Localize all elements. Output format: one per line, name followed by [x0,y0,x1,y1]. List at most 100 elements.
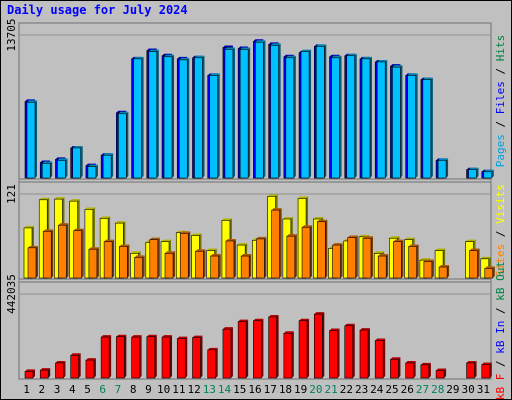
legend-part: / [494,114,507,134]
sites-bar-14-top [225,238,236,241]
x-tick-label-16: 16 [248,383,261,396]
sites-bar-2-top [43,229,54,232]
hits-bar-2-side [50,161,53,178]
sites-bar-10-side [173,251,176,278]
hits-bar-20 [315,46,325,179]
kbf-bar-6 [100,336,110,379]
hits-bar-7 [118,113,127,179]
hits-bar-15 [239,49,249,179]
legend-part: / [494,354,507,374]
sites-bar-4-top [73,228,84,231]
visits-bar-15-top [237,243,248,246]
kbf-bar-4-top [70,353,81,356]
hits-bar-12-side [202,55,205,178]
x-tick-label-28: 28 [431,383,444,396]
visits-bar-26-top [404,237,415,240]
kbf-bar-5-top [85,358,96,361]
hits-bar-4 [72,147,81,179]
x-tick-label-9: 9 [145,383,152,396]
hits-bar-11 [178,59,188,179]
x-tick-label-30: 30 [462,383,475,396]
hits-bar-9-side [156,49,159,178]
legend-part: Sites [494,244,507,277]
kbf-bar-19 [298,320,308,379]
sites-bar-24-top [378,254,389,257]
x-tick-label-15: 15 [233,383,246,396]
hits-bar-10 [163,56,173,179]
sites-bar-22-top [347,235,358,238]
hits-bar-23-side [369,56,372,178]
sites-bar-1-side [36,245,38,278]
hits-bar-15-side [248,47,251,178]
sites-bar-6-top [104,239,115,242]
hits-bar-7-top [118,111,129,114]
sites-bar-12-top [195,249,206,252]
files-bar-14-top [222,45,233,48]
sites-bar-19-top [302,225,313,228]
sites-bar-5-side [96,247,99,278]
hits-bar-6 [102,154,112,179]
visits-bar-28-top [435,248,446,251]
kbf-bar-24-top [375,338,386,341]
sites-bar-13-top [210,254,221,257]
sites-bar-30-top [469,248,480,251]
hits-bar-18 [285,57,295,179]
sites-bar-26 [408,246,417,279]
kbf-bar-9-side [154,334,157,378]
legend-part: Files [494,81,507,114]
x-tick-label-27: 27 [416,383,429,396]
visits-bar-4-top [69,199,80,202]
kbf-bar-21-side [337,328,340,378]
x-tick-label-25: 25 [385,383,398,396]
sites-bar-18-side [294,234,297,278]
visits-bar-30-top [465,239,476,242]
kbf-bar-31 [481,364,491,379]
sites-bar-31-side [492,266,495,278]
kbf-bar-22-top [344,323,355,326]
x-tick-label-4: 4 [69,383,76,396]
hits-bar-5 [87,166,97,179]
kbf-bar-16-side [261,318,264,378]
kbf-bar-22-side [352,323,355,378]
kbf-bar-17-top [268,314,279,317]
visits-bar-31-top [480,256,491,259]
sites-bar-6-side [112,239,115,278]
sites-bar-21-top [332,243,343,246]
hits-bar-25 [392,66,401,179]
kbf-bar-27-top [420,362,431,365]
kbf-bar-9 [146,336,156,379]
visits-bar-1-top [24,225,34,228]
hits-bar-12-top [194,55,205,58]
visits-bar-8-top [130,251,141,254]
kbf-bar-3-side [63,360,66,378]
hits-bar-14-side [232,47,235,178]
sites-bar-1 [27,247,37,279]
legend-part: kB Out [494,261,507,301]
sites-bar-15-side [249,254,252,278]
hits-bar-17 [270,45,279,179]
sites-bar-21-side [340,243,343,278]
hits-bar-27 [422,79,432,179]
kbf-bar-24-side [383,338,386,378]
sites-bar-16-side [264,236,267,278]
kbf-bar-5-side [93,358,96,378]
sites-bar-8-top [134,255,145,258]
x-tick-label-23: 23 [355,383,368,396]
hits-bar-23 [361,58,371,179]
kbf-bar-22 [344,325,354,379]
sites-bar-8-side [142,255,145,278]
kbf-bar-15 [237,321,247,379]
legend-part: / [494,224,507,244]
hits-bar-7-side [126,111,129,178]
sites-bar-7-side [127,244,130,278]
kbf-bar-8-top [131,335,142,338]
kbf-bar-26-side [413,360,416,378]
kbf-bar-6-top [101,335,112,338]
visits-bar-17-top [267,194,278,197]
panel-top-frame [18,22,492,180]
panel-top-legend: Pages / Files / Hits [494,35,507,168]
sites-bar-2 [42,231,52,279]
kbf-bar-16-top [253,318,264,321]
kbf-bar-20-side [322,312,325,378]
